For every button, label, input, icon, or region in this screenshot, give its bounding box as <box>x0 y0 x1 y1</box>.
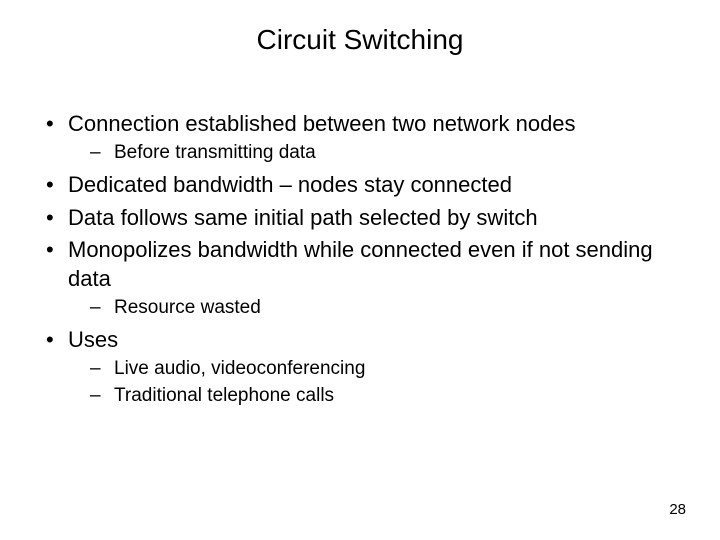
bullet-text: Connection established between two netwo… <box>68 111 576 136</box>
sub-bullet-text: Before transmitting data <box>114 142 316 163</box>
list-item: Traditional telephone calls <box>68 384 680 409</box>
list-item: Dedicated bandwidth – nodes stay connect… <box>40 171 680 200</box>
sub-bullet-list: Live audio, videoconferencing Traditiona… <box>68 357 680 408</box>
list-item: Uses Live audio, videoconferencing Tradi… <box>40 326 680 408</box>
bullet-text: Data follows same initial path selected … <box>68 205 538 230</box>
sub-bullet-text: Resource wasted <box>114 297 261 318</box>
bullet-text: Monopolizes bandwidth while connected ev… <box>68 237 653 291</box>
bullet-text: Uses <box>68 327 118 352</box>
list-item: Monopolizes bandwidth while connected ev… <box>40 236 680 320</box>
sub-bullet-text: Traditional telephone calls <box>114 385 334 406</box>
list-item: Live audio, videoconferencing <box>68 357 680 382</box>
slide-body: Connection established between two netwo… <box>40 110 680 414</box>
list-item: Data follows same initial path selected … <box>40 204 680 233</box>
slide: Circuit Switching Connection established… <box>0 0 720 540</box>
list-item: Connection established between two netwo… <box>40 110 680 165</box>
sub-bullet-list: Resource wasted <box>68 296 680 321</box>
slide-title: Circuit Switching <box>0 24 720 56</box>
bullet-text: Dedicated bandwidth – nodes stay connect… <box>68 172 512 197</box>
list-item: Resource wasted <box>68 296 680 321</box>
page-number: 28 <box>669 501 686 518</box>
sub-bullet-list: Before transmitting data <box>68 141 680 166</box>
bullet-list: Connection established between two netwo… <box>40 110 680 408</box>
list-item: Before transmitting data <box>68 141 680 166</box>
sub-bullet-text: Live audio, videoconferencing <box>114 358 365 379</box>
